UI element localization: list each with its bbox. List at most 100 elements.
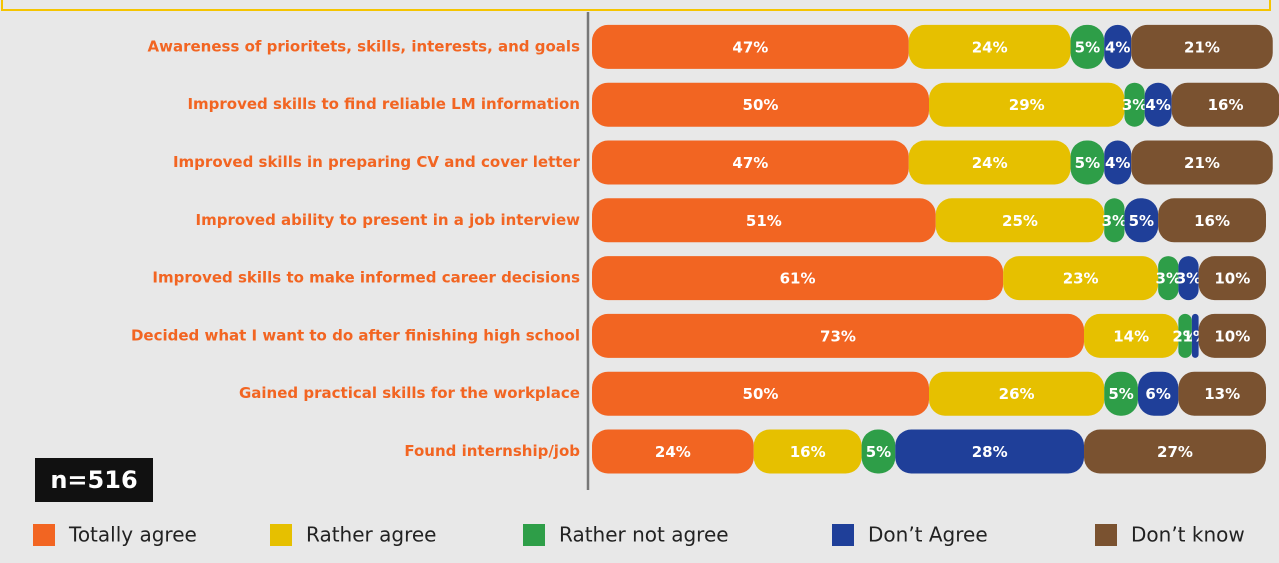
bar-segment	[1104, 371, 1138, 416]
value-label: 6%	[1145, 385, 1170, 403]
bar-segment	[1137, 371, 1179, 416]
value-label: 10%	[1214, 327, 1250, 345]
bar-segment	[1104, 140, 1132, 185]
category-label: Improved skills in preparing CV and cove…	[173, 153, 581, 171]
bar-segment	[929, 371, 1105, 416]
bar-segment	[1198, 313, 1266, 358]
value-label: 25%	[1002, 212, 1038, 230]
value-label: 26%	[999, 385, 1035, 403]
bar-segment	[592, 82, 929, 127]
value-label: 5%	[866, 443, 891, 461]
bar-segment	[1178, 313, 1192, 358]
bar-segment	[1198, 256, 1266, 301]
category-label: Found internship/job	[404, 442, 580, 460]
value-label: 10%	[1214, 270, 1250, 288]
value-label: 24%	[972, 38, 1008, 56]
value-label: 4%	[1105, 38, 1130, 56]
bar-segment	[592, 198, 936, 243]
value-label: 51%	[746, 212, 782, 230]
category-label: Awareness of prioritets, skills, interes…	[148, 37, 581, 55]
bar-segment	[1178, 371, 1266, 416]
bar-segment	[908, 140, 1071, 185]
bar-segment	[1158, 256, 1179, 301]
bar-segment	[1084, 429, 1266, 474]
value-label: 50%	[743, 96, 779, 114]
bar-segment	[1104, 24, 1132, 69]
value-label: 27%	[1157, 443, 1193, 461]
bar-segment	[1158, 198, 1266, 243]
legend-label: Totally agree	[68, 523, 197, 547]
legend-swatch	[1095, 524, 1117, 546]
bar-segment	[753, 429, 862, 474]
bar-segment	[1144, 82, 1172, 127]
value-label: 14%	[1113, 327, 1149, 345]
legend-label: Rather agree	[306, 523, 436, 547]
value-label: 73%	[820, 327, 856, 345]
bar-segment	[1104, 198, 1125, 243]
bar-segment	[861, 429, 896, 474]
value-label: 4%	[1145, 96, 1170, 114]
bar-segment	[1131, 24, 1273, 69]
value-label: 3%	[1176, 270, 1201, 288]
bar-segment	[1191, 313, 1199, 358]
bar-segment	[935, 198, 1105, 243]
value-label: 23%	[1063, 270, 1099, 288]
value-label: 28%	[972, 443, 1008, 461]
legend-label: Don’t Agree	[868, 523, 988, 547]
value-label: 5%	[1075, 38, 1100, 56]
value-label: 29%	[1009, 96, 1045, 114]
bar-segment	[592, 313, 1085, 358]
legend-swatch	[523, 524, 545, 546]
annotation-box	[35, 458, 153, 502]
bar-segment	[592, 429, 754, 474]
annotation: n=516	[50, 466, 137, 494]
legend-label: Rather not agree	[559, 523, 729, 547]
value-label: 16%	[790, 443, 826, 461]
value-label: 47%	[732, 154, 768, 172]
value-label: 21%	[1184, 154, 1220, 172]
bar-segment	[1124, 198, 1159, 243]
bar-segment	[895, 429, 1085, 474]
value-label: 13%	[1204, 385, 1240, 403]
value-label: 3%	[1122, 96, 1147, 114]
value-label: 50%	[743, 385, 779, 403]
bar-segment	[1070, 140, 1105, 185]
value-label: 5%	[1129, 212, 1154, 230]
legend-swatch	[270, 524, 292, 546]
bar-segment	[1084, 313, 1179, 358]
bar-segment	[592, 24, 909, 69]
value-label: 16%	[1194, 212, 1230, 230]
value-label: 24%	[655, 443, 691, 461]
bar-segment	[592, 140, 909, 185]
category-label: Improved skills to make informed career …	[152, 269, 580, 287]
value-label: 3%	[1102, 212, 1127, 230]
bar-segment	[1171, 82, 1279, 127]
value-label: 5%	[1108, 385, 1133, 403]
legend-label: Don’t know	[1131, 523, 1245, 547]
bar-segment	[592, 256, 1004, 301]
value-label: 16%	[1208, 96, 1244, 114]
value-label: 2%	[1172, 327, 1197, 345]
value-label: 5%	[1075, 154, 1100, 172]
bar-segment	[1124, 82, 1145, 127]
bar-segment	[592, 371, 929, 416]
bar-segment	[929, 82, 1125, 127]
category-label: Improved skills to find reliable LM info…	[187, 95, 580, 113]
bar-segment	[1131, 140, 1273, 185]
bar-segment	[908, 24, 1071, 69]
value-label: 47%	[732, 38, 768, 56]
value-label: 4%	[1105, 154, 1130, 172]
value-label: 3%	[1156, 270, 1181, 288]
category-label: Improved ability to present in a job int…	[196, 211, 581, 229]
category-label: Gained practical skills for the workplac…	[239, 384, 580, 402]
bar-segment	[1178, 256, 1199, 301]
frame	[1, 0, 1271, 11]
value-label: 24%	[972, 154, 1008, 172]
category-label: Decided what I want to do after finishin…	[131, 326, 580, 344]
value-label: 21%	[1184, 38, 1220, 56]
bar-segment	[1070, 24, 1105, 69]
value-label: 61%	[780, 270, 816, 288]
legend-swatch	[832, 524, 854, 546]
legend-swatch	[33, 524, 55, 546]
